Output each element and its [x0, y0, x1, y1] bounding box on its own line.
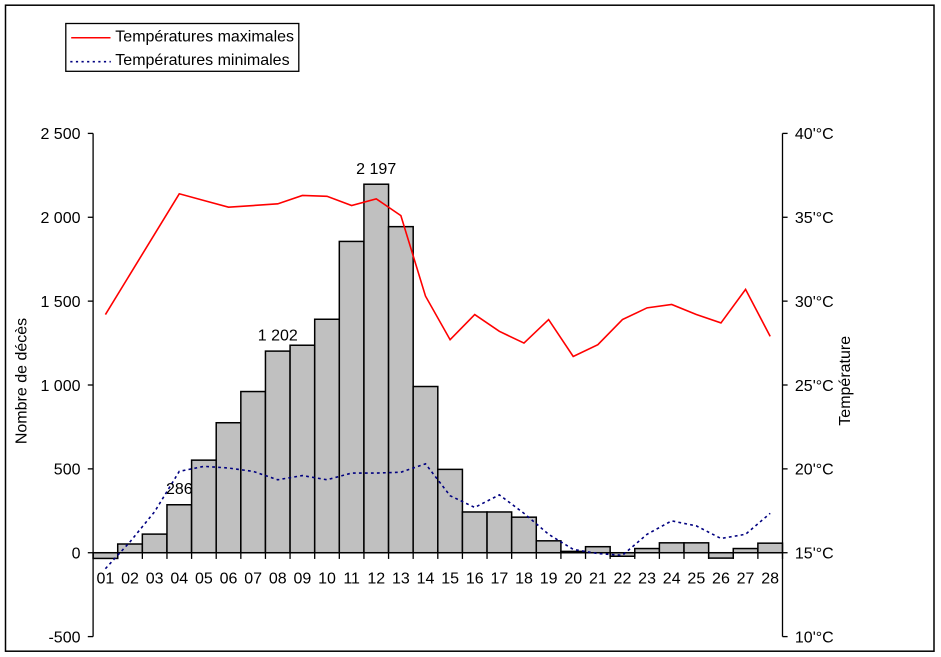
svg-text:40'°C: 40'°C — [795, 126, 834, 143]
svg-text:35'°C: 35'°C — [795, 210, 834, 227]
svg-text:25'°C: 25'°C — [795, 378, 834, 395]
svg-text:13: 13 — [392, 570, 410, 587]
svg-text:22: 22 — [614, 570, 632, 587]
svg-text:23: 23 — [638, 570, 656, 587]
svg-text:Températures maximales: Températures maximales — [115, 28, 294, 45]
svg-text:04: 04 — [170, 570, 188, 587]
svg-text:06: 06 — [220, 570, 238, 587]
svg-text:18: 18 — [515, 570, 533, 587]
svg-text:-500: -500 — [48, 629, 80, 646]
svg-text:12: 12 — [367, 570, 385, 587]
svg-text:0: 0 — [72, 546, 81, 563]
svg-text:10'°C: 10'°C — [795, 629, 834, 646]
svg-text:21: 21 — [589, 570, 607, 587]
svg-text:30'°C: 30'°C — [795, 294, 834, 311]
svg-text:25: 25 — [687, 570, 705, 587]
svg-text:500: 500 — [54, 462, 81, 479]
svg-text:03: 03 — [146, 570, 164, 587]
svg-text:15: 15 — [441, 570, 459, 587]
svg-text:2 000: 2 000 — [40, 210, 80, 227]
svg-text:20: 20 — [564, 570, 582, 587]
svg-text:07: 07 — [244, 570, 262, 587]
svg-text:26: 26 — [712, 570, 730, 587]
svg-text:09: 09 — [293, 570, 311, 587]
svg-text:08: 08 — [269, 570, 287, 587]
svg-text:27: 27 — [737, 570, 755, 587]
svg-text:Nombre de décès: Nombre de décès — [14, 318, 31, 444]
svg-text:2 500: 2 500 — [40, 126, 80, 143]
svg-text:Température: Température — [837, 336, 854, 426]
svg-text:286: 286 — [166, 481, 193, 498]
svg-text:1 500: 1 500 — [40, 294, 80, 311]
svg-text:10: 10 — [318, 570, 336, 587]
svg-text:17: 17 — [490, 570, 508, 587]
svg-text:Températures minimales: Températures minimales — [115, 52, 289, 69]
svg-text:16: 16 — [466, 570, 484, 587]
svg-text:28: 28 — [761, 570, 779, 587]
svg-text:14: 14 — [417, 570, 435, 587]
svg-text:1 000: 1 000 — [40, 378, 80, 395]
svg-text:01: 01 — [97, 570, 115, 587]
svg-text:1 202: 1 202 — [258, 327, 298, 344]
svg-text:05: 05 — [195, 570, 213, 587]
svg-text:11: 11 — [343, 570, 360, 587]
svg-text:20'°C: 20'°C — [795, 462, 834, 479]
svg-text:19: 19 — [540, 570, 558, 587]
svg-text:2 197: 2 197 — [356, 161, 396, 178]
svg-text:15'°C: 15'°C — [795, 546, 834, 563]
svg-text:24: 24 — [663, 570, 681, 587]
svg-text:02: 02 — [121, 570, 139, 587]
